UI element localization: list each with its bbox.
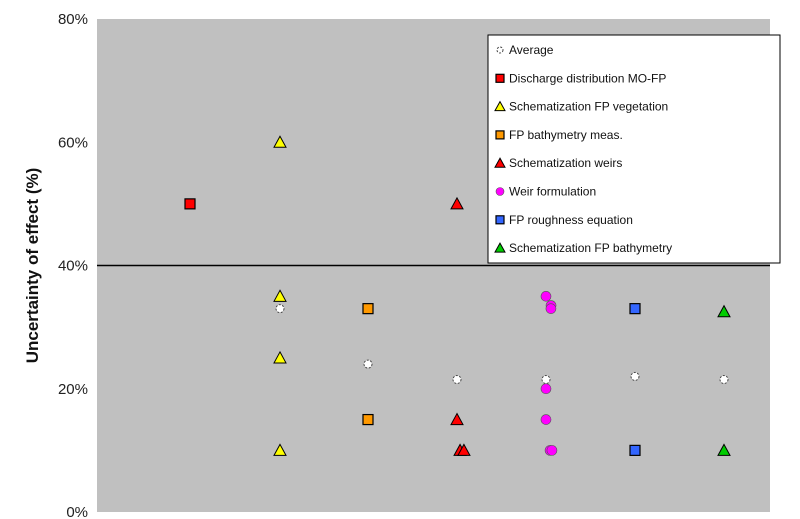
data-point-series-3 [273, 289, 287, 302]
data-points [184, 135, 731, 456]
legend-marker [495, 130, 505, 140]
data-point-series-1 [719, 375, 729, 385]
legend-label: FP roughness equation [509, 213, 633, 227]
data-point-series-7 [629, 303, 641, 315]
data-point-series-5 [450, 196, 464, 210]
legend-label: Discharge distribution MO-FP [509, 71, 666, 85]
data-point-series-8 [717, 304, 731, 318]
data-point-series-8 [717, 443, 731, 456]
data-point-series-1 [541, 375, 551, 385]
legend-label: FP bathymetry meas. [509, 128, 623, 142]
legend-marker [494, 242, 506, 253]
legend-label: Schematization FP bathymetry [509, 241, 672, 255]
data-point-series-1 [630, 371, 640, 381]
y-tick-label: 60% [58, 134, 88, 151]
data-point-series-3 [273, 350, 287, 364]
data-point-series-3 [273, 135, 287, 148]
data-point-series-1 [452, 375, 462, 385]
data-point-series-4 [362, 413, 374, 426]
data-point-series-2 [184, 198, 196, 210]
data-point-series-1 [275, 304, 285, 314]
legend-marker [495, 187, 505, 196]
y-tick-label: 20% [58, 381, 88, 398]
data-point-series-1 [363, 359, 373, 369]
legend: Average Discharge distribution MO-FP Schem… [487, 34, 781, 264]
data-point-series-7 [629, 444, 641, 456]
data-point-series-5 [457, 443, 471, 456]
legend-label: Schematization FP vegetation [509, 100, 668, 114]
data-point-series-3 [273, 443, 287, 456]
data-point-series-6 [540, 383, 552, 395]
legend-label: Average [509, 43, 554, 57]
y-tick-label: 0% [66, 504, 88, 519]
y-tick-label: 40% [58, 258, 88, 275]
data-point-series-6 [546, 445, 558, 456]
data-point-series-6 [540, 291, 552, 302]
data-point-series-5 [450, 412, 464, 426]
data-point-series-4 [362, 303, 374, 315]
data-point-series-6 [540, 414, 552, 425]
legend-marker [494, 157, 506, 168]
legend-marker [496, 46, 504, 54]
legend-label: Schematization weirs [509, 156, 622, 170]
legend-label: Weir formulation [509, 185, 596, 199]
y-axis-label: Uncertainty of effect (%) [23, 168, 42, 364]
legend-box [487, 34, 781, 264]
legend-marker [495, 73, 505, 83]
y-axis-ticks: 0% 20% 40% 60% 80% [58, 11, 88, 519]
y-tick-label: 80% [58, 11, 88, 28]
data-point-series-6 [545, 303, 557, 314]
legend-marker [494, 100, 506, 112]
legend-marker [495, 215, 505, 225]
